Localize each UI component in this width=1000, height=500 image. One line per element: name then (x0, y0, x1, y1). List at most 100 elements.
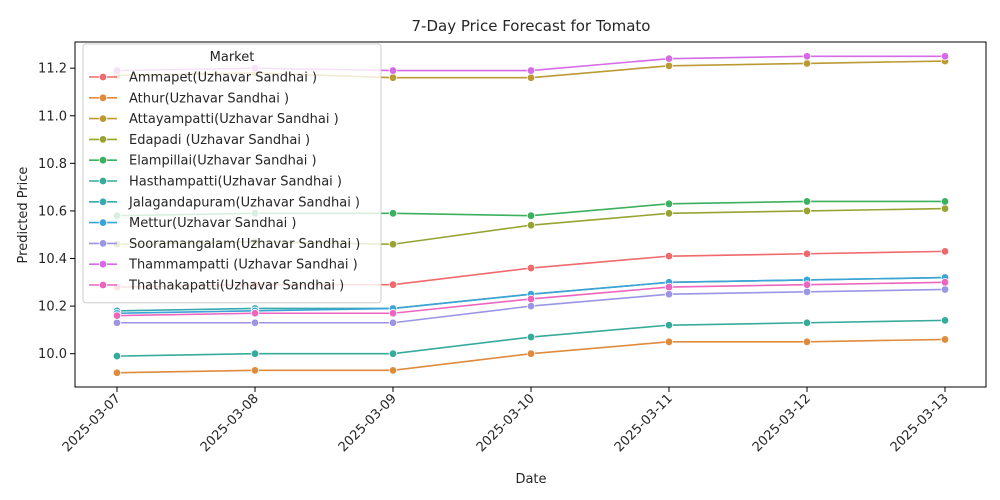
data-point (802, 318, 812, 327)
data-point (802, 287, 812, 297)
data-point (526, 73, 536, 82)
legend-marker (98, 72, 108, 82)
data-point (526, 332, 536, 342)
x-axis-label: Date (515, 472, 546, 487)
legend-label: Thathakapatti(Uzhavar Sandhai ) (128, 279, 344, 294)
data-point (940, 204, 950, 213)
data-point (940, 197, 950, 206)
data-point (250, 318, 260, 327)
legend-label: Hasthampatti(Uzhavar Sandhai ) (129, 175, 342, 190)
y-tick-label: 11.2 (38, 62, 67, 77)
y-tick-label: 10.4 (38, 252, 67, 267)
legend-marker (98, 260, 108, 269)
data-point (388, 66, 398, 75)
data-point (112, 318, 122, 327)
data-point (250, 349, 260, 358)
data-point (112, 311, 122, 320)
data-point (388, 240, 398, 249)
legend: Market Ammapet(Uzhavar Sandhai ) Athur(Uzh… (82, 43, 382, 304)
legend-label: Ammapet(Uzhavar Sandhai ) (129, 71, 317, 86)
legend-marker (98, 114, 108, 123)
legend-marker (98, 239, 108, 248)
data-point (940, 52, 950, 61)
data-point (526, 301, 536, 311)
data-point (526, 211, 536, 220)
data-point (802, 337, 812, 346)
legend-item: Athur(Uzhavar Sandhai ) (89, 91, 289, 106)
legend-item: Thathakapatti(Uzhavar Sandhai ) (89, 279, 344, 294)
legend-label: Sooramangalam(Uzhavar Sandhai ) (129, 237, 360, 252)
y-tick-label: 10.8 (38, 157, 67, 172)
data-point (664, 282, 674, 292)
series-5 (112, 316, 950, 361)
legend-marker (98, 197, 108, 206)
x-tick-label: 2025-03-08 (198, 391, 262, 455)
series-1 (112, 335, 950, 377)
data-point (664, 320, 674, 330)
data-point (526, 349, 536, 358)
legend-label: Attayampatti(Uzhavar Sandhai ) (129, 112, 339, 127)
x-tick-label: 2025-03-11 (612, 391, 676, 455)
y-axis-label: Predicted Price (16, 167, 31, 264)
legend-item: Thammampatti (Uzhavar Sandhai ) (89, 258, 358, 273)
data-point (664, 61, 674, 70)
data-point (664, 209, 674, 218)
chart-title: 7-Day Price Forecast for Tomato (412, 17, 651, 35)
data-point (388, 318, 398, 327)
data-point (940, 285, 950, 294)
y-tick-label: 11.0 (38, 109, 67, 124)
data-point (526, 221, 536, 230)
legend-label: Edapadi (Uzhavar Sandhai ) (129, 133, 310, 148)
data-point (802, 206, 812, 216)
legend-label: Jalagandapuram(Uzhavar Sandhai ) (128, 195, 360, 210)
data-point (940, 278, 950, 287)
y-tick-label: 10.2 (38, 300, 67, 315)
legend-box (82, 43, 382, 304)
data-point (526, 66, 536, 75)
legend-item: Mettur(Uzhavar Sandhai ) (89, 216, 296, 231)
legend-title: Market (210, 50, 255, 65)
data-point (388, 209, 398, 218)
data-point (664, 54, 674, 63)
data-point (112, 351, 122, 361)
series-10 (112, 278, 950, 320)
data-point (388, 309, 398, 318)
x-tick-label: 2025-03-10 (474, 391, 538, 455)
legend-item: Sooramangalam(Uzhavar Sandhai ) (89, 237, 360, 252)
data-point (250, 309, 260, 318)
data-point (940, 335, 950, 344)
data-point (388, 366, 398, 375)
data-point (388, 280, 398, 289)
data-point (664, 290, 674, 299)
x-tick-label: 2025-03-07 (60, 391, 124, 455)
legend-label: Elampillai(Uzhavar Sandhai ) (129, 154, 317, 169)
legend-marker (98, 93, 108, 102)
data-point (664, 199, 674, 208)
legend-label: Thammampatti (Uzhavar Sandhai ) (128, 258, 358, 273)
data-point (940, 247, 950, 256)
data-point (802, 249, 812, 258)
data-point (940, 316, 950, 325)
y-tick-label: 10.0 (38, 347, 67, 362)
legend-item: Elampillai(Uzhavar Sandhai ) (89, 154, 317, 169)
legend-marker (98, 155, 108, 165)
legend-label: Athur(Uzhavar Sandhai ) (129, 91, 289, 106)
data-point (802, 197, 812, 206)
data-point (802, 280, 812, 289)
data-point (526, 294, 536, 304)
data-point (664, 251, 674, 261)
data-point (388, 73, 398, 82)
x-tick-label: 2025-03-09 (336, 391, 400, 455)
legend-item: Edapadi (Uzhavar Sandhai ) (89, 133, 310, 148)
data-point (664, 337, 674, 346)
legend-item: Attayampatti(Uzhavar Sandhai ) (89, 112, 339, 127)
x-tick-label: 2025-03-12 (750, 391, 814, 455)
legend-marker (98, 218, 108, 227)
data-point (526, 263, 536, 273)
data-point (112, 368, 122, 377)
legend-marker (98, 280, 108, 290)
data-point (802, 59, 812, 68)
legend-label: Mettur(Uzhavar Sandhai ) (129, 216, 296, 231)
x-tick-label: 2025-03-13 (888, 391, 952, 455)
